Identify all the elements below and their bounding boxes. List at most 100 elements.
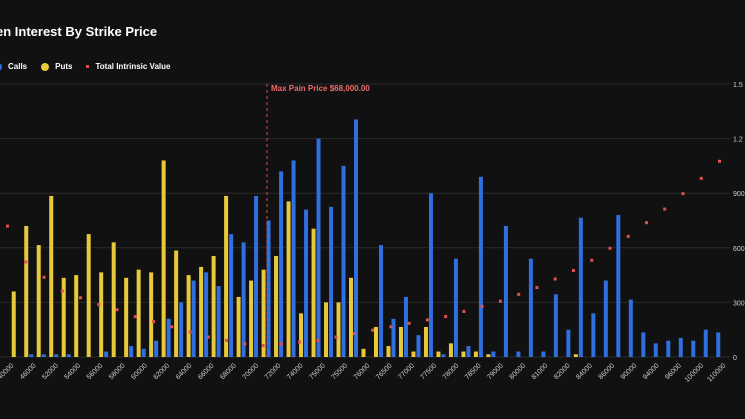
y-right-tick-label: 900: [733, 191, 745, 198]
intrinsic-value-point: [480, 304, 484, 308]
bar-puts: [36, 245, 41, 357]
intrinsic-value-point: [571, 268, 575, 272]
y-right-tick-label: 1.5: [733, 82, 743, 89]
x-tick-label: 78000: [442, 362, 461, 381]
x-tick-label: 56000: [86, 362, 105, 381]
bar-calls: [678, 337, 683, 357]
bar-puts: [161, 160, 166, 357]
x-tick-label: 64000: [175, 362, 194, 381]
intrinsic-value-point: [152, 320, 156, 324]
intrinsic-value-point: [316, 338, 320, 342]
intrinsic-value-point: [535, 286, 539, 290]
bar-calls: [378, 245, 383, 357]
bar-puts: [49, 195, 54, 357]
bar-puts: [423, 326, 428, 357]
bar-calls: [266, 220, 271, 357]
bar-puts: [461, 351, 466, 357]
intrinsic-value-point: [407, 321, 411, 325]
bar-calls: [241, 242, 246, 357]
bar-puts: [186, 275, 191, 357]
bar-calls: [179, 302, 184, 357]
bar-puts: [373, 326, 378, 357]
y-right-tick-label: 600: [733, 246, 745, 253]
bar-calls: [304, 209, 309, 357]
intrinsic-value-point: [115, 308, 119, 312]
legend-swatch-puts: [41, 62, 50, 71]
x-tick-label: 75000: [308, 362, 327, 381]
intrinsic-value-point: [6, 224, 9, 228]
bar-puts: [86, 234, 91, 357]
intrinsic-value-point: [498, 299, 502, 303]
bar-calls: [29, 354, 34, 357]
bar-puts: [211, 255, 216, 357]
intrinsic-value-point: [425, 318, 429, 322]
bar-calls: [441, 354, 446, 357]
bar-calls: [641, 332, 646, 357]
bar-puts: [174, 250, 179, 357]
x-tick-label: 62000: [152, 362, 171, 381]
intrinsic-value-point: [608, 246, 612, 250]
intrinsic-value-point: [590, 258, 594, 262]
intrinsic-value-point: [42, 275, 46, 279]
bar-calls: [703, 329, 708, 357]
legend-item-puts[interactable]: Puts: [41, 62, 72, 71]
bar-calls: [104, 351, 109, 357]
bar-puts: [473, 351, 478, 357]
bar-calls: [166, 318, 171, 357]
bar-puts: [398, 326, 403, 357]
x-tick-label: 96000: [664, 362, 683, 381]
bar-puts: [324, 302, 329, 357]
bar-calls: [666, 340, 671, 357]
chart-legend: Calls Puts Total Intrinsic Value: [0, 62, 184, 71]
intrinsic-value-point: [334, 335, 338, 339]
x-tick-label: 82000: [553, 362, 572, 381]
intrinsic-value-point: [97, 303, 101, 307]
bar-calls: [291, 160, 296, 357]
x-tick-label: 54000: [63, 362, 82, 381]
bar-puts: [136, 269, 141, 357]
bar-calls: [603, 280, 608, 357]
bar-puts: [436, 351, 441, 357]
y-right-tick-label: 300: [733, 300, 745, 307]
intrinsic-value-point: [718, 159, 721, 163]
legend-item-calls[interactable]: Calls: [0, 62, 27, 71]
x-tick-label: 66000: [197, 362, 216, 381]
bar-puts: [124, 277, 129, 357]
intrinsic-value-point: [206, 335, 210, 339]
intrinsic-value-point: [79, 296, 83, 300]
x-tick-label: 110000: [706, 362, 727, 383]
legend-label-intrinsic: Total Intrinsic Value: [95, 62, 171, 71]
bar-calls: [478, 176, 483, 357]
bar-calls: [528, 258, 533, 357]
bar-calls: [566, 329, 571, 357]
bar-calls: [578, 217, 583, 357]
intrinsic-value-point: [225, 338, 229, 342]
bar-puts: [261, 269, 266, 357]
bar-calls: [503, 225, 508, 357]
bar-calls: [541, 351, 546, 357]
y-right-tick-label: 0: [733, 355, 737, 362]
bar-puts: [311, 228, 316, 357]
bar-calls: [254, 195, 259, 357]
bar-puts: [74, 275, 79, 357]
bar-puts: [299, 313, 304, 357]
x-tick-label: 81000: [531, 362, 550, 381]
bar-puts: [11, 291, 16, 357]
intrinsic-value-point: [279, 342, 283, 346]
intrinsic-value-point: [699, 176, 703, 180]
intrinsic-value-point: [298, 340, 302, 344]
x-tick-label: 60000: [130, 362, 149, 381]
bar-puts: [236, 296, 241, 357]
intrinsic-value-point: [681, 192, 685, 196]
legend-item-intrinsic[interactable]: Total Intrinsic Value: [86, 62, 170, 71]
intrinsic-value-point: [188, 330, 192, 334]
bar-puts: [448, 343, 453, 357]
intrinsic-value-point: [626, 234, 630, 238]
bar-puts: [411, 351, 416, 357]
x-tick-label: 74000: [286, 362, 305, 381]
intrinsic-value-point: [133, 315, 137, 319]
x-tick-label: 76000: [353, 362, 372, 381]
intrinsic-value-point: [24, 260, 28, 264]
x-tick-label: 100000: [684, 362, 706, 384]
